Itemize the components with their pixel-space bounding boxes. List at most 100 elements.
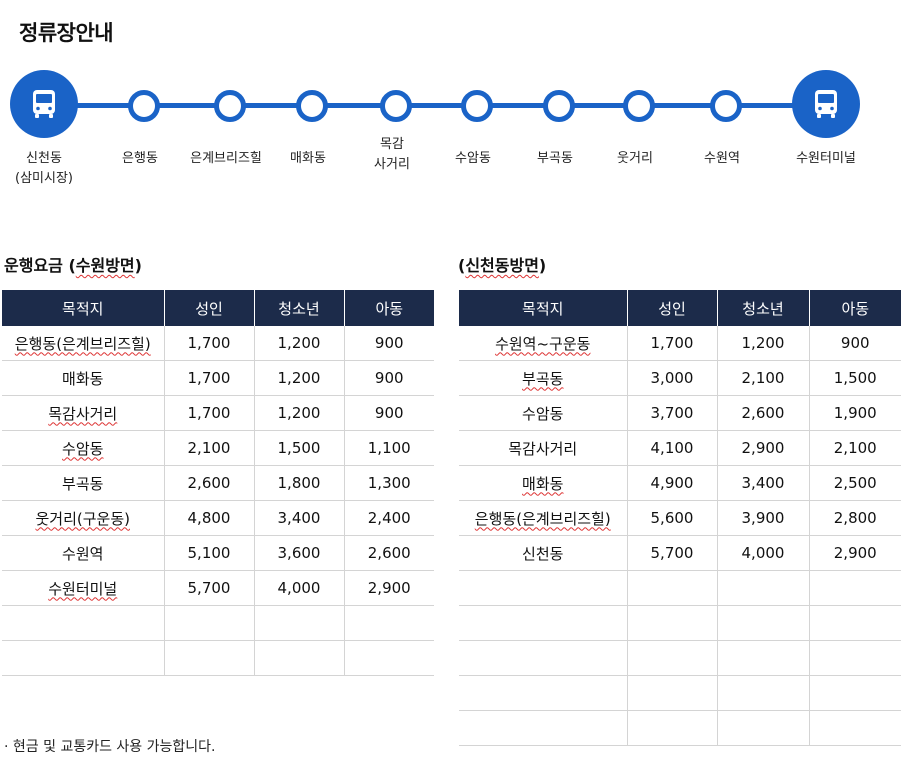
- fare-cell: [809, 640, 901, 676]
- stop-name: 매화동: [290, 151, 326, 166]
- stop-name: 목감 사거리: [374, 137, 410, 172]
- fare-cell: 3,400: [254, 500, 345, 536]
- column-header: 목적지: [459, 290, 628, 326]
- stop-dot: [128, 90, 160, 122]
- table-row: [2, 640, 434, 676]
- destination-cell: 매화동: [2, 360, 165, 396]
- stop-name: 수암동: [455, 151, 491, 166]
- table-row: 매화동 4,900 3,400 2,500: [459, 465, 901, 501]
- table-row: 수암동 2,100 1,500 1,100: [2, 430, 434, 466]
- fare-cell: [809, 605, 901, 641]
- destination-cell: 수원역: [2, 535, 165, 571]
- fare-cell: 2,500: [809, 465, 901, 501]
- fare-cell: 4,900: [627, 465, 718, 501]
- fare-cell: 1,100: [344, 430, 434, 466]
- bus-icon: [792, 70, 860, 138]
- fare-cell: 1,500: [809, 360, 901, 396]
- fare-cell: 2,600: [344, 535, 434, 571]
- fare-table-suwon: 목적지 성인 청소년 아동 은행동(은계브리즈힐) 1,700 1,200 900 매화동 1,…: [2, 290, 434, 676]
- fare-cell: 2,100: [717, 360, 810, 396]
- table-row: 웃거리(구운동) 4,800 3,400 2,400: [2, 500, 434, 536]
- destination-cell: 은행동(은계브리즈힐): [2, 326, 165, 361]
- right-title-direction: 신천동방면: [465, 256, 539, 275]
- destination-cell: 웃거리(구운동): [2, 500, 165, 536]
- table-row: 부곡동 2,600 1,800 1,300: [2, 465, 434, 501]
- fare-cell: 2,100: [809, 430, 901, 466]
- fare-cell: 2,800: [809, 500, 901, 536]
- destination-cell: [459, 570, 628, 606]
- fare-cell: 3,900: [717, 500, 810, 536]
- fare-cell: [627, 605, 718, 641]
- stop-name: 은계브리즈힐: [190, 151, 262, 166]
- fare-cell: 900: [344, 395, 434, 431]
- fare-cell: [809, 675, 901, 711]
- fare-cell: 1,200: [717, 326, 810, 361]
- fare-cell: [627, 640, 718, 676]
- table-row: 수원역~구운동 1,700 1,200 900: [459, 326, 901, 361]
- stop-name: 신천동 (삼미시장): [15, 151, 73, 186]
- fare-cell: 1,900: [809, 395, 901, 431]
- fare-cell: [627, 675, 718, 711]
- destination-cell: [459, 710, 628, 746]
- table-row: [459, 605, 901, 641]
- fare-cell: 1,500: [254, 430, 345, 466]
- fare-cell: [717, 675, 810, 711]
- fare-cell: [717, 605, 810, 641]
- fare-cell: 3,000: [627, 360, 718, 396]
- table-row: 신천동 5,700 4,000 2,900: [459, 535, 901, 571]
- column-header: 아동: [344, 290, 434, 326]
- table-row: [459, 710, 901, 746]
- fare-cell: [344, 640, 434, 676]
- fare-cell: 2,900: [717, 430, 810, 466]
- fare-cell: [164, 605, 255, 641]
- right-title-suffix: ): [538, 256, 547, 275]
- fare-cell: 2,900: [344, 570, 434, 606]
- table-row: 수암동 3,700 2,600 1,900: [459, 395, 901, 431]
- destination-cell: 매화동: [459, 465, 628, 501]
- stop-dot: [380, 90, 412, 122]
- route-line: [44, 103, 826, 108]
- fare-cell: [254, 640, 345, 676]
- table-row: 수원역 5,100 3,600 2,600: [2, 535, 434, 571]
- fare-cell: [717, 640, 810, 676]
- destination-cell: 은행동(은계브리즈힐): [459, 500, 628, 536]
- column-header: 청소년: [717, 290, 810, 326]
- fare-cell: 1,200: [254, 360, 345, 396]
- fare-cell: 2,600: [717, 395, 810, 431]
- table-row: 부곡동 3,000 2,100 1,500: [459, 360, 901, 396]
- fare-cell: 3,600: [254, 535, 345, 571]
- table-row: 은행동(은계브리즈힐) 1,700 1,200 900: [2, 326, 434, 361]
- column-header: 아동: [809, 290, 901, 326]
- fare-cell: 4,000: [717, 535, 810, 571]
- table-row: 수원터미널 5,700 4,000 2,900: [2, 570, 434, 606]
- right-table-title: (신천동방면): [458, 252, 546, 276]
- fare-cell: [809, 570, 901, 606]
- table-row: [459, 570, 901, 606]
- column-header: 목적지: [2, 290, 165, 326]
- destination-cell: [2, 640, 165, 676]
- destination-cell: 부곡동: [459, 360, 628, 396]
- destination-cell: 부곡동: [2, 465, 165, 501]
- fare-cell: [164, 640, 255, 676]
- fare-cell: 1,800: [254, 465, 345, 501]
- stop-name: 부곡동: [537, 151, 573, 166]
- fare-cell: 1,700: [164, 326, 255, 361]
- fare-cell: [809, 710, 901, 746]
- fare-cell: 1,700: [627, 326, 718, 361]
- left-table-title: 운행요금 (수원방면): [4, 252, 142, 276]
- fare-cell: [627, 710, 718, 746]
- fare-cell: 900: [344, 326, 434, 361]
- table-row: 목감사거리 4,100 2,900 2,100: [459, 430, 901, 466]
- fare-cell: 5,700: [164, 570, 255, 606]
- destination-cell: 신천동: [459, 535, 628, 571]
- fare-cell: 5,700: [627, 535, 718, 571]
- right-title-prefix: (: [458, 256, 466, 275]
- destination-cell: 수원역~구운동: [459, 326, 628, 361]
- fare-cell: 2,400: [344, 500, 434, 536]
- fare-cell: [717, 710, 810, 746]
- stop-dot: [623, 90, 655, 122]
- table-row: 목감사거리 1,700 1,200 900: [2, 395, 434, 431]
- destination-cell: 목감사거리: [2, 395, 165, 431]
- fare-cell: 1,700: [164, 395, 255, 431]
- left-title-direction: 수원방면: [75, 256, 135, 275]
